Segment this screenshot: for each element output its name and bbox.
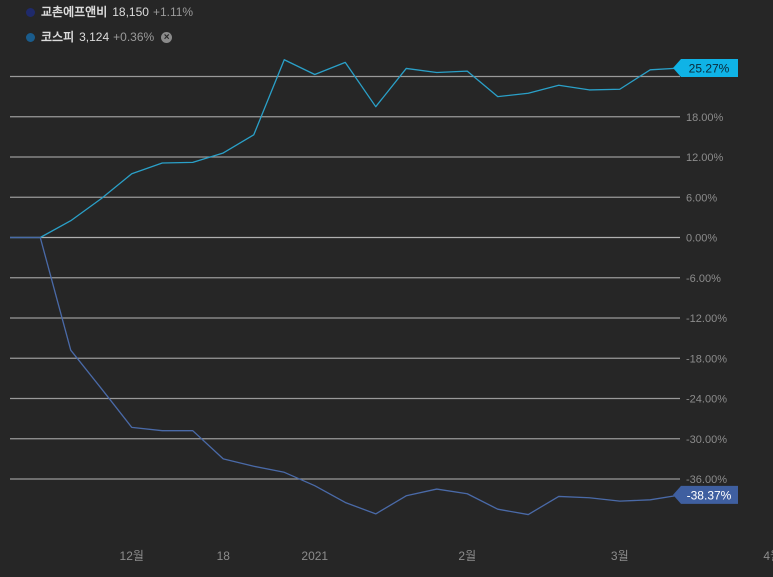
- badge-label: 25.27%: [689, 61, 730, 75]
- x-tick-label: 4월: [763, 549, 773, 563]
- legend-name-kyochon: 교촌에프앤비: [41, 5, 108, 19]
- legend-change-kyochon: +1.11%: [152, 5, 194, 19]
- legend-dot-kyochon: [26, 7, 35, 17]
- x-tick-label: 2021: [301, 549, 328, 563]
- y-axis-labels: 18.00% 12.00% 6.00% 0.00% -6.00% -12.00% -18.0…: [686, 112, 727, 486]
- series-lines: [10, 59, 681, 516]
- remove-kospi-close-icon[interactable]: ×: [161, 31, 173, 43]
- last-value-badge-kospi: 25.27%: [673, 58, 738, 77]
- y-tick-label: 18.00%: [686, 112, 724, 124]
- legend-item-kyochon[interactable]: 교촌에프앤비 18,150 +1.11%: [26, 4, 193, 20]
- series-line-kospi: [10, 59, 681, 239]
- series-line-kyochon: [10, 236, 681, 516]
- legend-name-kospi: 코스피: [41, 30, 75, 44]
- last-value-badges: 25.27% -38.37%: [673, 58, 738, 504]
- y-tick-label: 0.00%: [686, 233, 717, 245]
- legend-price-kyochon: 18,150: [112, 5, 149, 19]
- badge-shape: [673, 58, 738, 77]
- x-tick-label: 12월: [120, 549, 144, 563]
- y-tick-label: -12.00%: [686, 313, 727, 325]
- x-tick-label: 3월: [611, 549, 629, 563]
- badge-shape: [673, 485, 738, 504]
- legend-change-kospi: +0.36%: [113, 30, 155, 44]
- y-tick-label: -36.00%: [686, 474, 727, 486]
- badge-label: -38.37%: [687, 488, 732, 502]
- last-value-badge-kyochon: -38.37%: [673, 485, 738, 504]
- legend-dot-kospi: [26, 32, 35, 42]
- y-tick-label: -18.00%: [686, 353, 727, 365]
- grid-lines: [10, 75, 680, 480]
- y-tick-label: 12.00%: [686, 152, 724, 164]
- x-tick-label: 18: [217, 549, 231, 563]
- x-axis-labels: 12월 18 2021 2월 3월 4월: [120, 549, 773, 563]
- y-tick-label: -24.00%: [686, 394, 727, 406]
- legend-price-kospi: 3,124: [79, 30, 110, 44]
- y-tick-label: 6.00%: [686, 192, 717, 204]
- legend-item-kospi[interactable]: 코스피 3,124 +0.36% ×: [26, 29, 193, 45]
- y-tick-label: -6.00%: [686, 273, 721, 285]
- y-tick-label: -30.00%: [686, 434, 727, 446]
- legend: 교촌에프앤비 18,150 +1.11% 코스피 3,124 +0.36% ×: [26, 4, 193, 54]
- x-tick-label: 2월: [458, 549, 476, 563]
